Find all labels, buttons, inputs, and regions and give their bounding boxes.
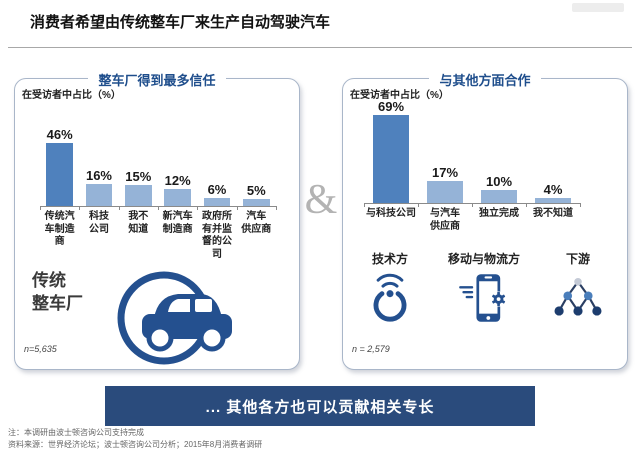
bar-value-label: 10%	[485, 174, 513, 189]
bar	[85, 184, 113, 206]
footnotes: 注：本调研由波士顿咨询公司支持完成 资料来源：世界经济论坛；波士顿咨询公司分析；…	[8, 427, 262, 451]
axis-tick	[580, 203, 581, 207]
bar	[164, 189, 192, 206]
bar-value-label: 16%	[85, 168, 112, 183]
bar-value-label: 69%	[377, 99, 405, 114]
category-label: 政府所 有并监 督的公 司	[201, 211, 232, 260]
wifi-device-icon	[363, 271, 417, 325]
bar-value-label: 15%	[125, 169, 152, 184]
bar-column: 17%	[418, 95, 472, 203]
axis-tick	[364, 203, 365, 207]
axis-tick	[40, 206, 41, 210]
bar	[242, 199, 270, 206]
axis-label-left: 在受访者中占比（%）	[22, 90, 121, 101]
category-label: 传统汽 车制造 商	[44, 211, 75, 247]
bar-column: 5%	[237, 122, 276, 206]
panel-cooperation-content: 在受访者中占比（%） 69% 17% 10% 4% 与科技公司 与汽车 供应商 独立完成 我…	[342, 78, 626, 368]
bar-value-label: 46%	[46, 127, 73, 142]
partner-tech-label: 技术方	[371, 252, 408, 266]
axis-tick	[276, 206, 277, 210]
axis-label-right: 在受访者中占比（%）	[350, 90, 449, 101]
category-label: 与科技公司	[366, 208, 416, 219]
network-nodes-icon	[551, 271, 605, 325]
bar	[426, 181, 464, 203]
bar	[372, 115, 410, 203]
bar-column: 46%	[40, 122, 79, 206]
footnote-source: 资料来源：世界经济论坛；波士顿咨询公司分析；2015年8月消费者调研	[8, 440, 263, 449]
axis-tick	[418, 203, 419, 207]
category-label: 独立完成	[479, 208, 519, 219]
category-labels: 传统汽 车制造 商科技 公司 我不 知道 新汽车 制造商 政府所 有并监 督的公 司汽…	[40, 211, 276, 261]
conclusion-banner: ... 其他各方也可以贡献相关专长	[105, 386, 535, 426]
bar-column: 4%	[526, 95, 580, 203]
bar-value-label: 6%	[207, 182, 227, 197]
bar	[203, 198, 231, 206]
bar-column: 10%	[472, 95, 526, 203]
faded-logo	[572, 3, 624, 12]
car-icon	[114, 268, 244, 368]
sample-size-right: n = 2,579	[352, 344, 390, 354]
axis-ticks	[40, 206, 277, 211]
bar-column: 15%	[119, 122, 158, 206]
bar-value-label: 17%	[431, 165, 459, 180]
panel-oem-trust-heading: 整车厂得到最多信任	[14, 70, 300, 90]
bar	[124, 185, 152, 206]
axis-tick	[79, 206, 81, 210]
bar-chart-oem-trust: 46% 16% 15% 12% 6% 5%	[40, 122, 276, 207]
oem-caption: 传统 整车厂	[32, 271, 83, 313]
smartphone-logistics-icon	[457, 271, 511, 325]
panel-oem-trust-title: 整车厂得到最多信任	[88, 73, 226, 88]
ampersand: &	[304, 177, 338, 223]
bar	[46, 143, 74, 206]
page-title: 消费者希望由传统整车厂来生产自动驾驶汽车	[30, 14, 331, 31]
partner-downstream: 下游	[538, 250, 618, 325]
axis-tick	[118, 206, 120, 210]
bar-column: 69%	[364, 95, 418, 203]
partner-mobility-label: 移动与物流方	[447, 252, 520, 266]
category-label: 我不 知道	[128, 211, 149, 235]
category-label: 汽车 供应商	[241, 211, 272, 235]
panel-oem-trust-content: 在受访者中占比（%） 46% 16% 15% 12% 6% 5% 传统汽 车制造 商科技 …	[14, 78, 298, 368]
partner-tech: 技术方	[350, 250, 430, 325]
title-divider	[8, 47, 632, 48]
footnote-note: 注：本调研由波士顿咨询公司支持完成	[8, 428, 144, 437]
bar-chart-cooperation: 69% 17% 10% 4%	[364, 95, 580, 204]
conclusion-banner-text: ... 其他各方也可以贡献相关专长	[205, 398, 435, 416]
bar-column: 16%	[79, 122, 118, 206]
axis-tick	[526, 203, 527, 207]
category-label: 新汽车 制造商	[162, 211, 193, 235]
bar-value-label: 4%	[543, 182, 563, 197]
partner-mobility-logistics: 移动与物流方	[430, 250, 538, 325]
bar	[534, 198, 572, 203]
bar	[480, 190, 518, 203]
axis-tick	[158, 206, 159, 210]
axis-tick	[236, 206, 238, 210]
bar-column: 6%	[197, 122, 236, 206]
bar-column: 12%	[158, 122, 197, 206]
category-label: 科技 公司	[88, 211, 109, 235]
category-labels: 与科技公司 与汽车 供应商 独立完成 我不知道	[364, 208, 580, 233]
category-label: 我不知道	[533, 208, 573, 219]
category-label: 与汽车 供应商	[430, 208, 460, 232]
bar-value-label: 5%	[246, 183, 266, 198]
bar-value-label: 12%	[164, 173, 191, 188]
panel-cooperation-title: 与其他方面合作	[429, 73, 541, 88]
axis-tick	[197, 206, 199, 210]
panel-cooperation-heading: 与其他方面合作	[342, 70, 628, 90]
sample-size-left: n=5,635	[24, 344, 57, 354]
axis-ticks	[364, 203, 581, 208]
axis-tick	[472, 203, 473, 207]
partners-row: 技术方 移动与物流方	[350, 250, 618, 325]
partner-downstream-label: 下游	[565, 252, 590, 266]
